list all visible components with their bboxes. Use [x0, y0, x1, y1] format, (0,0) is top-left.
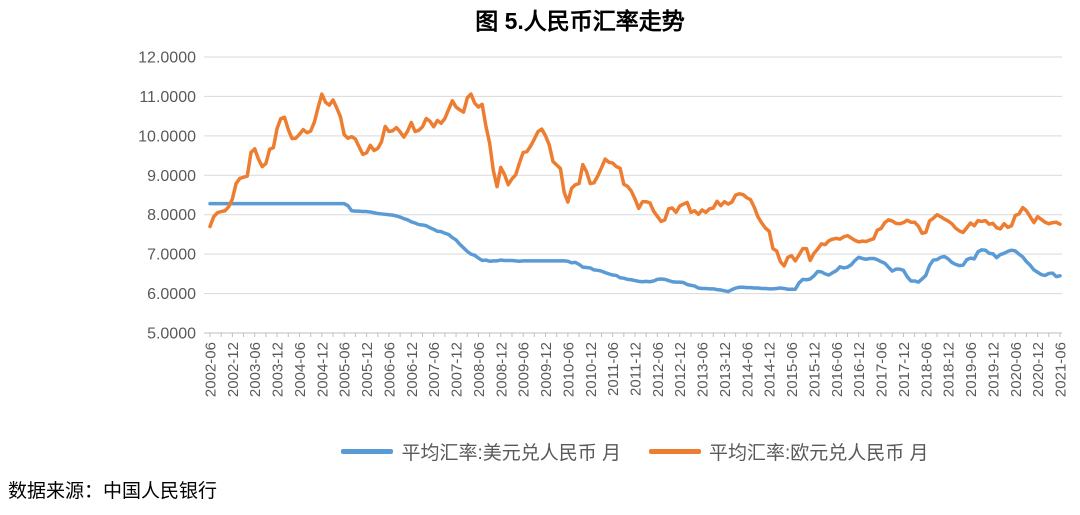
x-axis-tick-label: 2005-06: [337, 342, 354, 397]
y-axis-tick-label: 6.0000: [147, 286, 196, 303]
eur-line-swatch: [649, 449, 701, 454]
x-axis-tick-label: 2004-06: [292, 342, 309, 397]
x-axis-tick-label: 2004-12: [314, 342, 331, 397]
x-axis-tick-label: 2017-12: [896, 342, 913, 397]
x-axis-tick-label: 2006-06: [381, 342, 398, 397]
chart-legend: 平均汇率:美元兑人民币 月 平均汇率:欧元兑人民币 月: [210, 438, 1060, 465]
chart-title: 图 5.人民币汇率走势: [475, 8, 685, 34]
x-axis-tick-label: 2014-12: [762, 342, 779, 397]
legend-item-eur: 平均汇率:欧元兑人民币 月: [649, 438, 929, 465]
exchange-rate-line-chart: 12.0000 11.0000 10.0000 9.0000 8.0000 7.0000 6…: [138, 50, 1070, 398]
x-axis-tick-label: 2012-06: [650, 342, 667, 397]
x-axis-tick-label: 2008-06: [471, 342, 488, 397]
x-axis-tick-label: 2020-12: [1030, 342, 1047, 397]
x-axis-tick-label: 2007-06: [426, 342, 443, 397]
x-axis-tick-label: 2016-12: [851, 342, 868, 397]
y-axis-tick-label: 8.0000: [147, 207, 196, 224]
y-axis-tick-label: 12.0000: [138, 50, 196, 67]
legend-item-usd: 平均汇率:美元兑人民币 月: [341, 438, 621, 465]
x-axis-tick-label: 2010-06: [560, 342, 577, 397]
x-axis-tick-label: 2003-12: [270, 342, 287, 397]
data-source-note: 数据来源：中国人民银行: [8, 481, 218, 502]
x-axis-tick-label: 2002-06: [203, 342, 220, 397]
x-axis-tick-label: 2002-12: [225, 342, 242, 397]
x-axis-tick-label: 2007-12: [449, 342, 466, 397]
usd-series-line: [208, 201, 1062, 294]
y-axis-tick-label: 5.0000: [147, 326, 196, 343]
x-axis-tick-label: 2011-12: [628, 342, 645, 396]
x-axis-tick-label: 2015-12: [806, 342, 823, 397]
x-axis-tick-label: 2014-06: [739, 342, 756, 397]
x-axis-tick-label: 2018-06: [918, 342, 935, 397]
y-axis-tick-label: 10.0000: [138, 128, 196, 145]
x-axis-tick-label: 2011-06: [605, 342, 622, 396]
y-axis-tick-label: 11.0000: [139, 89, 196, 106]
y-axis-tick-label: 9.0000: [147, 168, 196, 185]
x-axis-tick-label: 2016-06: [829, 342, 846, 397]
y-axis-tick-label: 7.0000: [147, 247, 196, 264]
x-axis-tick-label: 2015-06: [784, 342, 801, 397]
x-axis-tick-label: 2017-06: [874, 342, 891, 397]
usd-line-swatch: [341, 449, 394, 454]
x-axis-tick-label: 2013-12: [717, 342, 734, 397]
x-axis-tick-label: 2020-06: [1008, 342, 1025, 397]
x-axis-tick-label: 2009-06: [516, 342, 533, 397]
x-axis-tick-label: 2019-12: [985, 342, 1002, 397]
x-axis-tick-label: 2021-06: [1053, 342, 1070, 397]
x-axis-tick-label: 2009-12: [538, 342, 555, 397]
usd-legend-label: 平均汇率:美元兑人民币 月: [401, 443, 621, 464]
x-axis-tick-label: 2013-06: [695, 342, 712, 397]
x-axis-tick-label: 2012-12: [672, 342, 689, 397]
x-axis-tick-label: 2010-12: [583, 342, 600, 397]
eur-legend-label: 平均汇率:欧元兑人民币 月: [709, 443, 929, 464]
eur-series-line: [208, 92, 1062, 268]
x-axis-tick-label: 2019-06: [963, 342, 980, 397]
x-axis-tick-label: 2003-06: [247, 342, 264, 397]
x-axis-tick-label: 2018-12: [941, 342, 958, 397]
x-axis-tick-label: 2008-12: [493, 342, 510, 397]
x-axis-tick-label: 2005-12: [359, 342, 376, 397]
x-axis-tick-label: 2006-12: [404, 342, 421, 397]
